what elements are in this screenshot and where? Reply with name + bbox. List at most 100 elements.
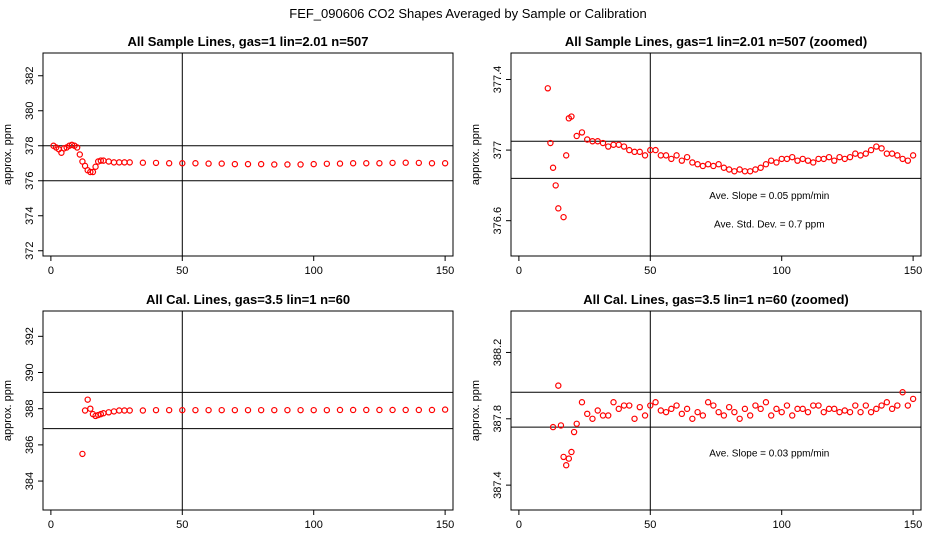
y-tick-label: 377.4: [492, 66, 504, 94]
data-point: [376, 406, 383, 414]
data-point: [820, 408, 827, 416]
data-point: [560, 453, 567, 461]
data-series: [544, 85, 917, 221]
data-point: [610, 399, 617, 406]
y-tick-label: 382: [24, 67, 36, 85]
data-point: [81, 407, 89, 414]
data-point: [323, 160, 331, 167]
data-point: [678, 410, 686, 418]
data-point: [767, 157, 775, 164]
y-tick-label: 390: [24, 363, 36, 381]
data-point: [757, 164, 764, 171]
data-point: [139, 159, 147, 166]
data-point: [825, 405, 833, 413]
data-point: [441, 160, 449, 167]
data-point: [126, 407, 133, 414]
data-point: [73, 144, 81, 151]
y-axis-label: approx. ppm: [470, 380, 482, 441]
data-point: [720, 164, 728, 171]
data-point: [257, 160, 265, 168]
data-point: [336, 406, 344, 414]
data-point: [636, 403, 643, 411]
data-point: [699, 162, 707, 170]
data-point: [883, 399, 891, 406]
data-point: [589, 415, 596, 422]
data-point: [310, 406, 317, 414]
data-point: [689, 415, 696, 422]
y-axis-label: approx. ppm: [2, 380, 14, 441]
data-point: [84, 396, 91, 403]
y-tick-label: 388: [24, 400, 36, 418]
data-point: [415, 159, 423, 167]
data-point: [87, 168, 94, 176]
data-point: [544, 85, 551, 92]
x-tick-label: 0: [48, 265, 54, 277]
data-point: [179, 406, 186, 414]
data-point: [857, 152, 864, 159]
y-axis-label: approx. ppm: [470, 124, 482, 185]
data-point: [573, 132, 580, 140]
data-point: [736, 415, 743, 422]
data-point: [631, 148, 638, 156]
x-tick-label: 100: [773, 519, 791, 531]
data-point: [87, 405, 94, 412]
annotation-text: Ave. Slope = 0.03 ppm/min: [709, 448, 829, 459]
y-tick-label: 387.8: [492, 405, 504, 433]
data-point: [121, 407, 128, 414]
x-tick-label: 0: [516, 519, 522, 531]
data-point: [165, 406, 173, 414]
data-point: [710, 162, 717, 170]
data-point: [89, 168, 97, 176]
data-point: [641, 412, 649, 419]
data-point: [668, 405, 675, 413]
data-point: [846, 153, 854, 161]
data-point: [441, 406, 449, 413]
data-point: [116, 159, 123, 166]
y-tick-label: 376: [24, 172, 36, 190]
x-tick-label: 50: [644, 265, 656, 277]
data-point: [820, 155, 827, 163]
data-point: [79, 450, 86, 458]
data-point: [565, 455, 573, 462]
data-point: [725, 403, 733, 411]
data-point: [789, 153, 796, 161]
data-point: [662, 408, 670, 416]
data-point: [715, 408, 722, 416]
data-point: [841, 155, 848, 163]
panel-title: All Cal. Lines, gas=3.5 lin=1 n=60: [146, 292, 350, 307]
data-point: [620, 402, 628, 409]
data-point: [841, 407, 848, 414]
data-point: [909, 152, 917, 159]
data-point: [899, 155, 906, 163]
data-point: [704, 161, 712, 168]
data-point: [562, 152, 570, 159]
data-point: [297, 161, 304, 168]
data-point: [894, 152, 901, 159]
data-point: [126, 159, 133, 166]
data-point: [389, 159, 396, 167]
data-point: [557, 422, 565, 429]
data-point: [731, 408, 738, 416]
panel-title: All Sample Lines, gas=1 lin=2.01 n=507: [128, 34, 369, 49]
x-tick-label: 50: [176, 519, 188, 531]
data-point: [836, 408, 843, 416]
y-tick-label: 392: [24, 327, 36, 345]
data-point: [673, 402, 680, 409]
data-point: [704, 399, 712, 406]
panel-4: All Cal. Lines, gas=3.5 lin=1 n=60 (zoom…: [470, 292, 922, 531]
data-point: [831, 405, 838, 413]
data-point: [555, 205, 562, 212]
data-series: [79, 396, 449, 458]
data-point: [363, 406, 370, 414]
data-point: [909, 395, 917, 403]
data-point: [615, 141, 622, 148]
data-point: [594, 407, 601, 414]
x-tick-label: 50: [644, 519, 656, 531]
plot-frame: [42, 310, 454, 511]
data-point: [605, 143, 612, 150]
data-series: [50, 141, 449, 176]
data-point: [815, 155, 822, 163]
data-point: [402, 406, 409, 414]
